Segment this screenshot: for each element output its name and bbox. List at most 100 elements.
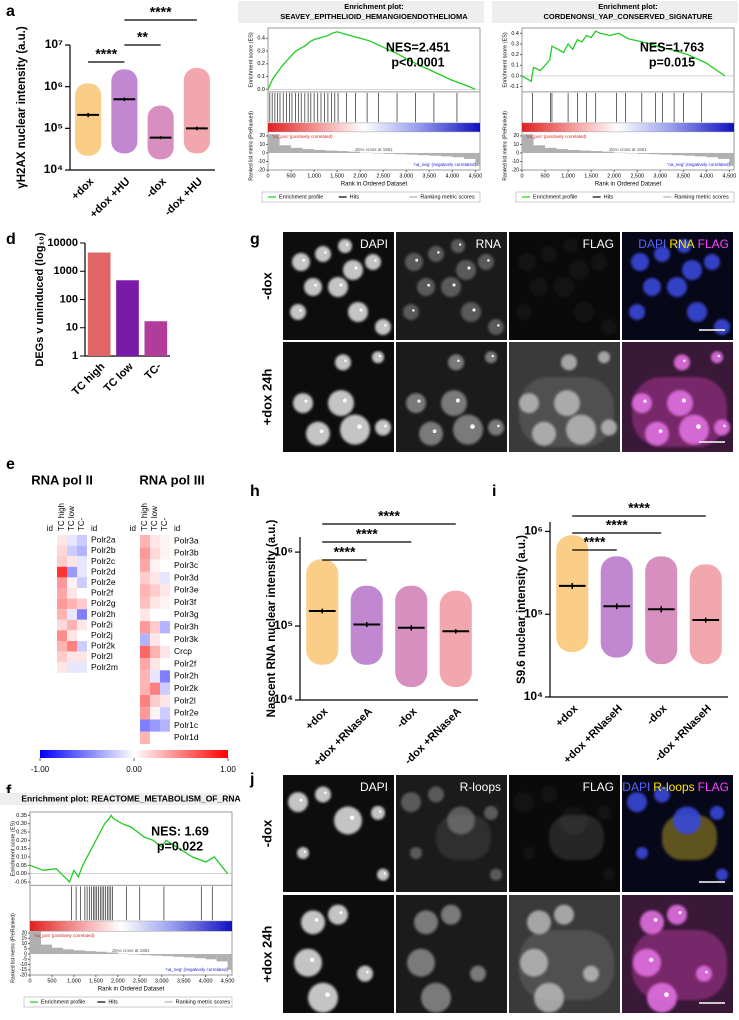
- nucleolus: [437, 251, 440, 254]
- x-tick-label: 2,000: [111, 978, 125, 984]
- id-header: id: [130, 524, 136, 533]
- heatmap-cell: [77, 556, 87, 567]
- heatmap-cell: [77, 619, 87, 631]
- nucleus: [417, 278, 435, 296]
- legend-label: Hits: [604, 194, 614, 200]
- nucleolus: [366, 970, 369, 974]
- y-tick-label: 0.10: [16, 854, 27, 860]
- nucleolus: [339, 283, 343, 287]
- rank-metric: [161, 954, 173, 957]
- rank-metric: [452, 152, 464, 158]
- rank-metric: [522, 134, 534, 153]
- heatmap-cell: [150, 707, 160, 720]
- colorbar: [40, 750, 228, 758]
- nucleus: [403, 304, 419, 320]
- heatmap-cell: [57, 577, 67, 588]
- heatmap-cell: [150, 694, 160, 708]
- rank-metric: [348, 151, 361, 153]
- nucleus: [631, 253, 649, 271]
- rank-metric: [84, 951, 96, 955]
- x-axis-title: Rank in Ordered Dataset: [595, 182, 662, 188]
- nucleolus: [648, 957, 654, 963]
- nucleus: [541, 786, 557, 803]
- heatmap-cell: [57, 598, 67, 610]
- y2-tick-label: -10: [258, 159, 265, 165]
- nucleolus: [325, 992, 330, 998]
- row-label: Polr3a: [174, 535, 199, 545]
- x-tick-label: 2,500: [133, 978, 147, 984]
- significance-label: ****: [95, 46, 117, 62]
- y-tick-label: 10⁶: [274, 544, 293, 558]
- heatmap-cell: [140, 621, 150, 634]
- rank-metric: [579, 150, 592, 153]
- nucleolus: [374, 259, 377, 262]
- nucleolus: [491, 354, 494, 358]
- rank-metric: [279, 145, 292, 153]
- y-tick-label: -0.05: [14, 879, 27, 885]
- x-tick-label: 1,500: [584, 173, 598, 179]
- y2-tick-label: -20: [20, 972, 27, 978]
- nucleolus: [487, 259, 490, 262]
- row-label: -dox: [259, 819, 274, 847]
- x-tick-label: 3,000: [155, 978, 169, 984]
- heatmap-cell: [57, 662, 67, 673]
- channel-label: DAPI: [360, 780, 388, 794]
- nucleus: [371, 805, 385, 820]
- nucleolus: [457, 359, 460, 363]
- x-tick-label: 3,500: [422, 173, 436, 179]
- nucleus: [627, 792, 647, 813]
- y-tick-label: 10⁵: [524, 606, 543, 620]
- row-label: Polr3h: [174, 622, 199, 632]
- row-label: Polr2i: [91, 619, 113, 629]
- nucleus: [677, 239, 691, 253]
- rank-metric: [637, 152, 649, 154]
- nucleus: [485, 351, 497, 364]
- heatmap-cell: [77, 598, 87, 610]
- nucleus: [645, 421, 669, 446]
- nucleolus: [324, 791, 327, 795]
- rank-metric: [533, 145, 546, 153]
- micrograph: [283, 895, 394, 1013]
- nucleolus: [681, 398, 686, 403]
- nucleus: [598, 351, 610, 364]
- x-tick-label: 3,000: [399, 173, 413, 179]
- x-tick-label: TC low: [102, 360, 136, 394]
- nucleus: [401, 792, 421, 813]
- zero-label: Zero cross at 1861: [112, 948, 150, 953]
- row-label: Polr3g: [174, 609, 199, 619]
- nes-annotation: NES=1.763: [640, 40, 704, 54]
- significance-label: ****: [378, 508, 400, 524]
- heatmap-cell: [77, 566, 87, 578]
- heatmap-cell: [160, 707, 170, 720]
- nucleus: [520, 948, 548, 977]
- es-curve: [267, 31, 476, 90]
- row-label: Polr2a: [91, 535, 116, 545]
- legend-box: [515, 191, 735, 203]
- y2-tick-label: 0: [516, 150, 519, 156]
- heatmap-cell: [67, 619, 77, 631]
- nucleus: [519, 393, 539, 414]
- row-label: Polr1c: [174, 720, 199, 730]
- y-tick-label: 0.25: [16, 829, 27, 835]
- plot-frame: [29, 811, 233, 976]
- heatmap-cell: [150, 596, 160, 609]
- heatmap-cell: [67, 630, 77, 641]
- row-label: Polr2l: [174, 695, 196, 705]
- nucleolus: [378, 354, 381, 358]
- heatmap-cell: [67, 609, 77, 620]
- heatmap-cell: [57, 619, 67, 631]
- nucleolus: [309, 957, 315, 963]
- micrograph: DAPI: [283, 232, 394, 340]
- plot-subtitle: SEAVEY_EPITHELIOID_HEMANGIOENDOTHELIOMA: [280, 12, 468, 21]
- micrograph: [283, 342, 394, 452]
- nucleus: [421, 982, 451, 1013]
- nucleus: [484, 805, 498, 820]
- heatmap-cell: [67, 598, 77, 610]
- nucleus: [377, 868, 389, 881]
- rank-metric: [227, 954, 232, 970]
- nucleolus: [497, 424, 500, 428]
- row-label: Polr2c: [91, 556, 116, 566]
- heatmap-cell: [160, 670, 170, 683]
- micrograph: RNA: [396, 232, 507, 340]
- nucleus: [441, 904, 461, 925]
